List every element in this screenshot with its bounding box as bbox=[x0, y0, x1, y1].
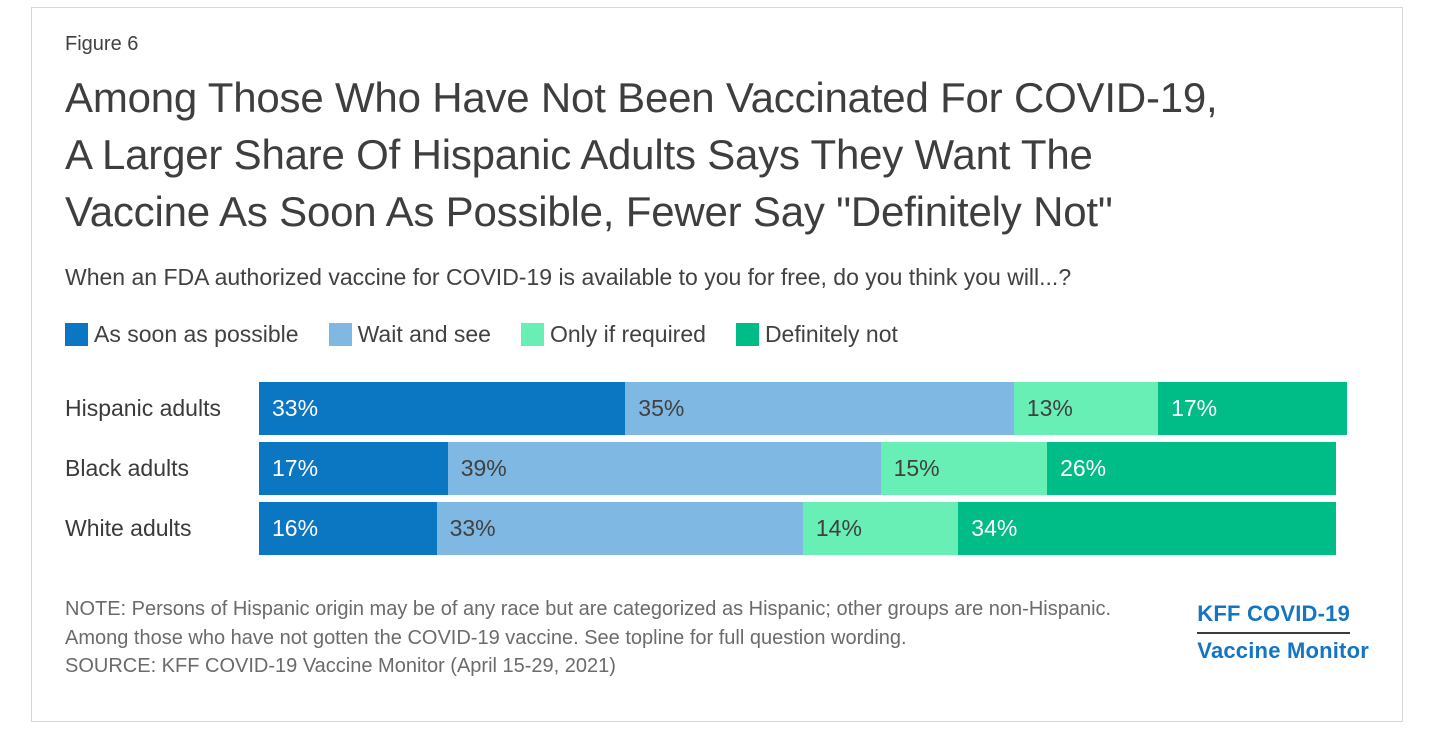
bar-value-label: 13% bbox=[1026, 395, 1073, 422]
kff-logo: KFF COVID-19 Vaccine Monitor bbox=[1197, 601, 1369, 664]
chart-row-hispanic-adults: Hispanic adults 33% 35% 13% 17% bbox=[65, 382, 1369, 436]
legend-item-definitely-not: Definitely not bbox=[735, 321, 898, 348]
chart-subtitle: When an FDA authorized vaccine for COVID… bbox=[65, 264, 1072, 291]
legend-label: Definitely not bbox=[764, 321, 898, 348]
legend-label: As soon as possible bbox=[94, 321, 299, 348]
footnotes: NOTE: Persons of Hispanic origin may be … bbox=[65, 595, 1125, 680]
bar-segment-wait-and-see: 33% bbox=[436, 502, 803, 556]
bar-value-label: 17% bbox=[1171, 395, 1218, 422]
bar-value-label: 17% bbox=[272, 455, 319, 482]
bar-segment-definitely-not: 17% bbox=[1158, 382, 1347, 436]
legend-label: Only if required bbox=[549, 321, 706, 348]
bar-segment-wait-and-see: 35% bbox=[625, 382, 1014, 436]
chart-row-black-adults: Black adults 17% 39% 15% 26% bbox=[65, 442, 1369, 496]
stacked-bar-white-adults: 16% 33% 14% 34% bbox=[259, 502, 1369, 556]
figure-card: Figure 6 Among Those Who Have Not Been V… bbox=[31, 7, 1403, 722]
bar-segment-as-soon-as-possible: 17% bbox=[259, 442, 448, 496]
kff-logo-line1: KFF COVID-19 bbox=[1197, 601, 1351, 635]
bar-value-label: 33% bbox=[449, 515, 496, 542]
legend-swatch-definitely-not bbox=[735, 323, 759, 347]
bar-segment-only-if-required: 13% bbox=[1013, 382, 1159, 436]
bar-value-label: 33% bbox=[272, 395, 319, 422]
figure-label: Figure 6 bbox=[65, 33, 139, 55]
footer: NOTE: Persons of Hispanic origin may be … bbox=[65, 595, 1369, 680]
bar-segment-only-if-required: 15% bbox=[880, 442, 1048, 496]
bar-value-label: 16% bbox=[272, 515, 319, 542]
bar-value-label: 26% bbox=[1060, 455, 1107, 482]
bar-segment-definitely-not: 34% bbox=[958, 502, 1336, 556]
bar-segment-as-soon-as-possible: 33% bbox=[259, 382, 626, 436]
bar-segment-wait-and-see: 39% bbox=[447, 442, 881, 496]
legend-swatch-wait-and-see bbox=[328, 323, 352, 347]
legend-item-only-if-required: Only if required bbox=[520, 321, 706, 348]
bar-segment-definitely-not: 26% bbox=[1047, 442, 1336, 496]
row-label: Hispanic adults bbox=[65, 395, 221, 422]
row-label: White adults bbox=[65, 515, 192, 542]
legend-label: Wait and see bbox=[357, 321, 491, 348]
legend-swatch-only-if-required bbox=[520, 323, 544, 347]
note-text: NOTE: Persons of Hispanic origin may be … bbox=[65, 598, 1112, 649]
stacked-bar-black-adults: 17% 39% 15% 26% bbox=[259, 442, 1369, 496]
title-line-3: Vaccine As Soon As Possible, Fewer Say "… bbox=[65, 188, 1113, 236]
source-text: SOURCE: KFF COVID-19 Vaccine Monitor (Ap… bbox=[65, 655, 616, 678]
bar-segment-only-if-required: 14% bbox=[802, 502, 959, 556]
title-line-2: A Larger Share Of Hispanic Adults Says T… bbox=[65, 131, 1093, 179]
row-label: Black adults bbox=[65, 455, 190, 482]
legend-item-wait-and-see: Wait and see bbox=[328, 321, 491, 348]
bar-value-label: 35% bbox=[638, 395, 685, 422]
bar-value-label: 15% bbox=[893, 455, 940, 482]
page-title: Among Those Who Have Not Been Vaccinated… bbox=[65, 69, 1369, 240]
bar-value-label: 14% bbox=[815, 515, 862, 542]
legend-item-as-soon-as-possible: As soon as possible bbox=[65, 321, 299, 348]
chart: Hispanic adults 33% 35% 13% 17% Black adults 1… bbox=[65, 382, 1369, 556]
kff-logo-line2: Vaccine Monitor bbox=[1197, 638, 1369, 664]
chart-row-white-adults: White adults 16% 33% 14% 34% bbox=[65, 502, 1369, 556]
bar-value-label: 34% bbox=[971, 515, 1018, 542]
legend: As soon as possible Wait and see Only if r… bbox=[65, 321, 1369, 348]
bar-segment-as-soon-as-possible: 16% bbox=[259, 502, 437, 556]
title-line-1: Among Those Who Have Not Been Vaccinated… bbox=[65, 74, 1218, 121]
bar-value-label: 39% bbox=[460, 455, 507, 482]
legend-swatch-as-soon-as-possible bbox=[65, 323, 88, 347]
stacked-bar-hispanic-adults: 33% 35% 13% 17% bbox=[259, 382, 1369, 436]
